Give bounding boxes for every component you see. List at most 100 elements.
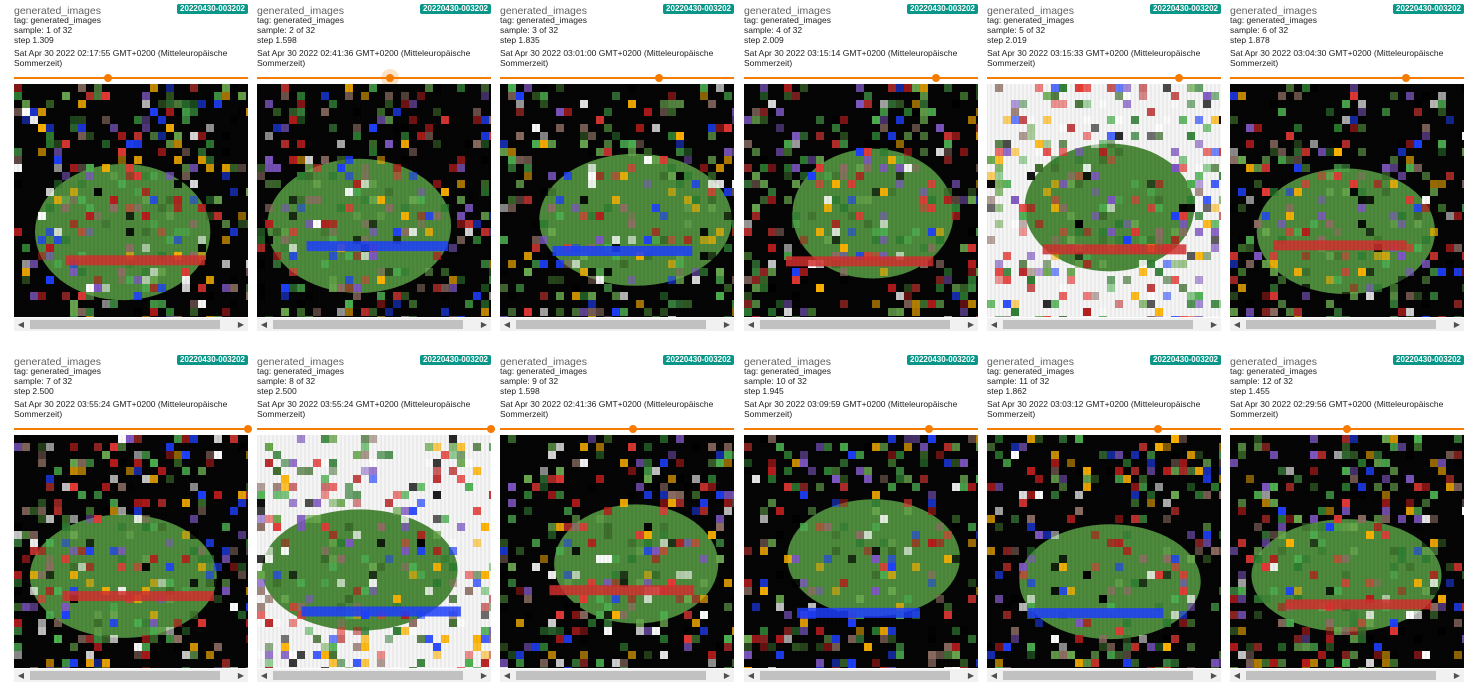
slider-thumb[interactable] <box>244 425 252 433</box>
horizontal-scrollbar[interactable]: ◀ ▶ <box>744 318 978 331</box>
scroll-left-icon[interactable]: ◀ <box>503 320 511 329</box>
scroll-right-icon[interactable]: ▶ <box>967 671 975 680</box>
scrollbar-thumb[interactable] <box>30 671 220 680</box>
scroll-left-icon[interactable]: ◀ <box>260 671 268 680</box>
scroll-left-icon[interactable]: ◀ <box>17 320 25 329</box>
slider-thumb[interactable] <box>103 74 112 82</box>
step-slider[interactable] <box>500 425 734 433</box>
tag-label: tag: generated_images <box>1230 15 1317 25</box>
scroll-right-icon[interactable]: ▶ <box>480 320 488 329</box>
step-slider[interactable] <box>1230 74 1464 82</box>
horizontal-scrollbar[interactable]: ◀ ▶ <box>987 318 1221 331</box>
scroll-right-icon[interactable]: ▶ <box>1453 320 1461 329</box>
step-slider[interactable] <box>744 74 978 82</box>
horizontal-scrollbar[interactable]: ◀ ▶ <box>987 669 1221 682</box>
image-card-3: generated_images 20220430-003202 tag: ge… <box>500 4 734 332</box>
scroll-left-icon[interactable]: ◀ <box>990 320 998 329</box>
slider-thumb[interactable] <box>1174 74 1183 82</box>
slider-thumb[interactable] <box>487 425 495 433</box>
horizontal-scrollbar[interactable]: ◀ ▶ <box>257 669 491 682</box>
horizontal-scrollbar[interactable]: ◀ ▶ <box>1230 318 1464 331</box>
scrollbar-thumb[interactable] <box>1003 671 1193 680</box>
card-header: generated_images 20220430-003202 tag: ge… <box>500 4 734 82</box>
slider-thumb[interactable] <box>1153 425 1162 433</box>
horizontal-scrollbar[interactable]: ◀ ▶ <box>14 318 248 331</box>
slider-track <box>987 77 1221 79</box>
scroll-right-icon[interactable]: ▶ <box>1453 671 1461 680</box>
card-header: generated_images 20220430-003202 tag: ge… <box>257 355 495 433</box>
scroll-right-icon[interactable]: ▶ <box>967 320 975 329</box>
image-pixels <box>744 435 978 668</box>
scroll-right-icon[interactable]: ▶ <box>1210 671 1218 680</box>
card-title: generated_images <box>1230 356 1317 368</box>
slider-thumb[interactable] <box>655 74 664 82</box>
step-slider[interactable] <box>1230 425 1464 433</box>
scroll-right-icon[interactable]: ▶ <box>1210 320 1218 329</box>
horizontal-scrollbar[interactable]: ◀ ▶ <box>1230 669 1464 682</box>
timestamp-label: Sat Apr 30 2022 03:55:24 GMT+0200 (Mitte… <box>14 399 228 419</box>
scrollbar-thumb[interactable] <box>273 320 463 329</box>
horizontal-scrollbar[interactable]: ◀ ▶ <box>744 669 978 682</box>
scrollbar-thumb[interactable] <box>760 671 950 680</box>
slider-track <box>14 428 248 430</box>
step-slider[interactable] <box>500 74 734 82</box>
sample-label: sample: 4 of 32 <box>744 25 803 35</box>
step-slider[interactable] <box>14 74 248 82</box>
scrollbar-thumb[interactable] <box>1003 320 1193 329</box>
scroll-right-icon[interactable]: ▶ <box>723 320 731 329</box>
step-slider[interactable] <box>987 425 1221 433</box>
horizontal-scrollbar[interactable]: ◀ ▶ <box>500 669 734 682</box>
sample-label: sample: 11 of 32 <box>987 376 1050 386</box>
slider-thumb[interactable] <box>629 425 638 433</box>
image-pixels <box>257 84 491 317</box>
scroll-left-icon[interactable]: ◀ <box>1233 671 1241 680</box>
horizontal-scrollbar[interactable]: ◀ ▶ <box>500 318 734 331</box>
scroll-right-icon[interactable]: ▶ <box>480 671 488 680</box>
horizontal-scrollbar[interactable]: ◀ ▶ <box>14 669 248 682</box>
scroll-left-icon[interactable]: ◀ <box>17 671 25 680</box>
step-slider[interactable] <box>987 74 1221 82</box>
scroll-right-icon[interactable]: ▶ <box>237 671 245 680</box>
step-slider[interactable] <box>744 425 978 433</box>
generated-image <box>744 435 978 668</box>
slider-thumb[interactable] <box>931 74 940 82</box>
scroll-left-icon[interactable]: ◀ <box>990 671 998 680</box>
scrollbar-thumb[interactable] <box>1246 320 1436 329</box>
slider-thumb[interactable] <box>386 74 395 82</box>
slider-thumb[interactable] <box>1343 425 1351 433</box>
slider-thumb[interactable] <box>924 425 933 433</box>
scroll-right-icon[interactable]: ▶ <box>723 671 731 680</box>
scroll-left-icon[interactable]: ◀ <box>503 671 511 680</box>
horizontal-scrollbar[interactable]: ◀ ▶ <box>257 318 491 331</box>
slider-thumb[interactable] <box>1401 74 1410 82</box>
scroll-left-icon[interactable]: ◀ <box>747 320 755 329</box>
card-header: generated_images 20220430-003202 tag: ge… <box>744 4 978 82</box>
step-label: step 1.598 <box>257 35 297 45</box>
tag-label: tag: generated_images <box>14 366 101 376</box>
image-card-4: generated_images 20220430-003202 tag: ge… <box>744 4 978 332</box>
card-header: generated_images 20220430-003202 tag: ge… <box>987 355 1221 433</box>
generated-image <box>500 435 734 668</box>
scroll-right-icon[interactable]: ▶ <box>237 320 245 329</box>
step-slider[interactable] <box>257 74 491 82</box>
scrollbar-thumb[interactable] <box>760 320 950 329</box>
tag-label: tag: generated_images <box>744 15 831 25</box>
scrollbar-thumb[interactable] <box>30 320 220 329</box>
card-header: generated_images 20220430-003202 tag: ge… <box>1230 4 1464 82</box>
scroll-left-icon[interactable]: ◀ <box>1233 320 1241 329</box>
scroll-left-icon[interactable]: ◀ <box>747 671 755 680</box>
tag-label: tag: generated_images <box>257 366 344 376</box>
scrollbar-thumb[interactable] <box>273 671 463 680</box>
step-label: step 1.598 <box>500 386 540 396</box>
run-badge: 20220430-003202 <box>663 4 734 14</box>
scrollbar-thumb[interactable] <box>1246 671 1436 680</box>
step-slider[interactable] <box>257 425 495 433</box>
step-slider[interactable] <box>14 425 252 433</box>
timestamp-label: Sat Apr 30 2022 02:29:56 GMT+0200 (Mitte… <box>1230 399 1444 419</box>
card-header: generated_images 20220430-003202 tag: ge… <box>14 355 252 433</box>
scroll-left-icon[interactable]: ◀ <box>260 320 268 329</box>
card-title: generated_images <box>987 5 1074 17</box>
image-pixels <box>1230 435 1464 668</box>
scrollbar-thumb[interactable] <box>516 671 706 680</box>
scrollbar-thumb[interactable] <box>516 320 706 329</box>
